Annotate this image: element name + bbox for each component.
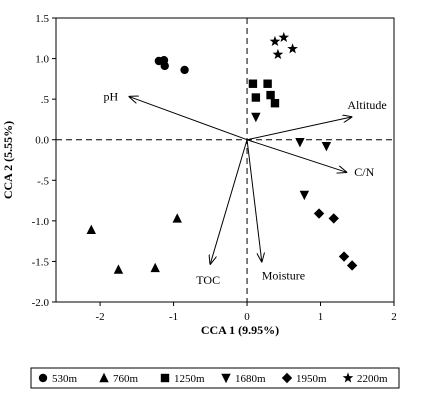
legend-marker-1680m: [221, 373, 231, 384]
point-2200m: [278, 31, 290, 43]
y-tick-label: 1.0: [35, 54, 49, 66]
point-1950m: [338, 251, 350, 262]
point-2200m: [287, 43, 298, 54]
arrow-label-toc: TOC: [196, 273, 220, 287]
point-2200m: [272, 48, 284, 60]
y-tick-label: 1.5: [35, 13, 49, 25]
y-tick-label: -.5: [37, 175, 49, 187]
point-1250m: [248, 79, 258, 88]
x-tick-label: 1: [318, 311, 324, 323]
arrow-ph: [129, 97, 248, 141]
x-tick-label: 0: [244, 311, 250, 323]
plot-frame: [55, 17, 395, 303]
point-760m: [150, 262, 160, 273]
arrow-label-ph: pH: [103, 90, 118, 104]
x-tick-label: 2: [391, 311, 397, 323]
point-1680m: [299, 190, 310, 201]
legend-box: [30, 367, 400, 389]
point-1950m: [346, 260, 358, 271]
y-tick-label: .5: [41, 94, 50, 106]
point-1250m: [251, 93, 261, 102]
point-1680m: [321, 142, 332, 152]
point-2200m: [269, 35, 281, 47]
legend-marker-530m: [38, 373, 48, 383]
legend: 530m 760m 1250m 1680m 1950m 2200m: [30, 367, 400, 389]
point-760m: [113, 264, 124, 274]
legend-marker-1250m: [160, 373, 170, 383]
point-1950m: [313, 208, 325, 219]
arrow-label-altitude: Altitude: [347, 98, 386, 112]
legend-label-1250m: 1250m: [174, 373, 205, 385]
x-tick-label: -2: [96, 311, 105, 323]
arrow-altitude: [246, 117, 351, 141]
arrow-toc: [210, 139, 248, 264]
y-tick-label: -2.0: [32, 297, 50, 309]
legend-marker-2200m: [342, 372, 354, 383]
y-tick-label: -1.0: [32, 216, 50, 228]
legend-marker-760m: [99, 372, 109, 383]
legend-marker-1950m: [281, 372, 293, 384]
arrow-c-n: [246, 139, 346, 172]
legend-label-2200m: 2200m: [357, 373, 388, 385]
point-760m: [86, 224, 96, 234]
point-1950m: [328, 213, 339, 224]
point-1680m: [295, 137, 305, 148]
y-tick-label: 0.0: [35, 135, 49, 147]
arrow-moisture: [246, 139, 262, 262]
legend-label-530m: 530m: [52, 373, 78, 385]
point-1250m: [263, 79, 272, 88]
legend-label-760m: 760m: [113, 373, 139, 385]
legend-label-1950m: 1950m: [296, 373, 327, 385]
y-tick-label: -1.5: [32, 256, 50, 268]
point-530m: [160, 61, 169, 71]
point-530m: [180, 65, 189, 75]
point-1680m: [251, 112, 261, 123]
point-760m: [172, 213, 182, 223]
y-axis-title: CCA 2 (5.55%): [1, 121, 15, 199]
legend-label-1680m: 1680m: [235, 373, 266, 385]
point-1250m: [270, 99, 280, 108]
x-axis-title: CCA 1 (9.95%): [201, 323, 279, 337]
arrow-label-moisture: Moisture: [262, 268, 305, 282]
arrow-label-c-n: C/N: [354, 165, 374, 179]
x-tick-label: -1: [169, 311, 178, 323]
point-1250m: [266, 90, 275, 100]
